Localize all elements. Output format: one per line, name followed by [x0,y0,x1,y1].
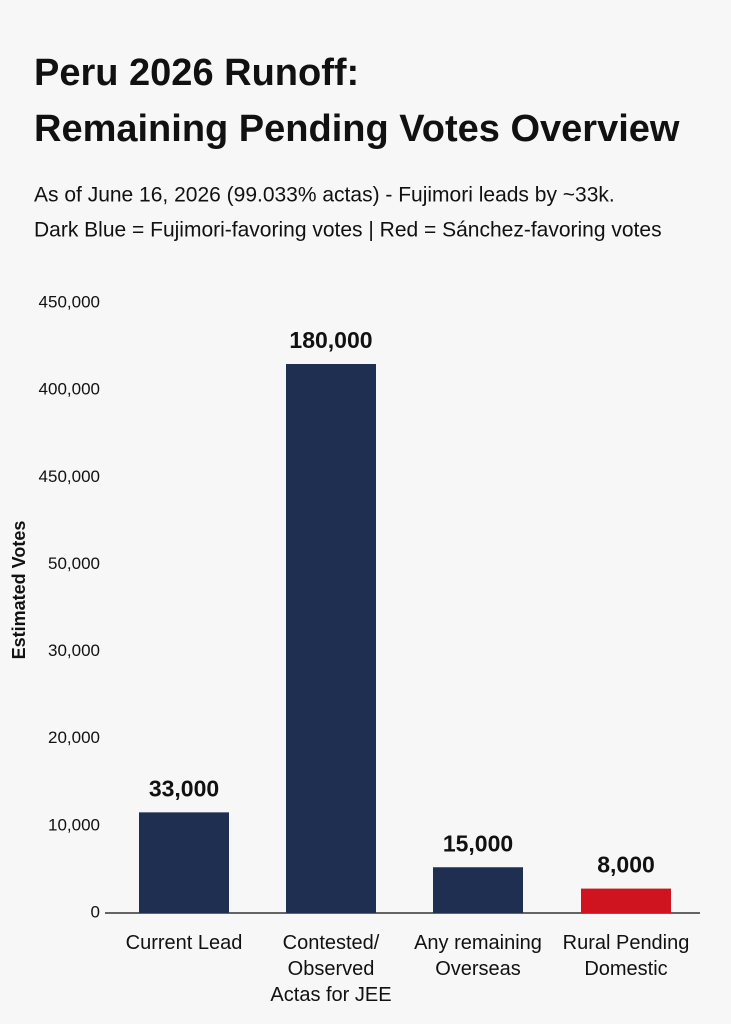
subtitle: As of June 16, 2026 (99.033% actas) - Fu… [34,184,615,207]
x-tick-label: Any remaining Overseas [414,932,542,980]
bar [286,364,376,913]
y-tick-label: 450,000 [39,292,100,311]
data-label: 33,000 [149,775,219,801]
data-label: 180,000 [289,327,372,353]
x-tick-label: Contested/ Observed Actas for JEE [270,932,392,1006]
y-tick-label: 30,000 [48,641,100,660]
y-tick-label: 20,000 [48,728,100,747]
subtitle: Dark Blue = Fujimori-favoring votes | Re… [34,219,662,242]
bar [139,812,229,913]
chart-title-line: Remaining Pending Votes Overview [34,108,680,150]
y-axis-label: Estimated Votes [9,521,29,660]
y-tick-label: 400,000 [39,380,100,399]
y-tick-label: 450,000 [39,467,100,486]
data-label: 8,000 [597,852,655,878]
bar [433,867,523,913]
x-tick-label: Current Lead [125,932,243,954]
y-tick-label: 10,000 [48,815,100,834]
chart-title: Peru 2026 Runoff: [34,52,359,94]
bar [581,888,671,913]
y-tick-label: 50,000 [48,554,100,573]
data-label: 15,000 [443,830,513,856]
y-tick-label: 0 [91,902,100,921]
x-tick-label: Rural Pending Domestic [562,932,690,980]
